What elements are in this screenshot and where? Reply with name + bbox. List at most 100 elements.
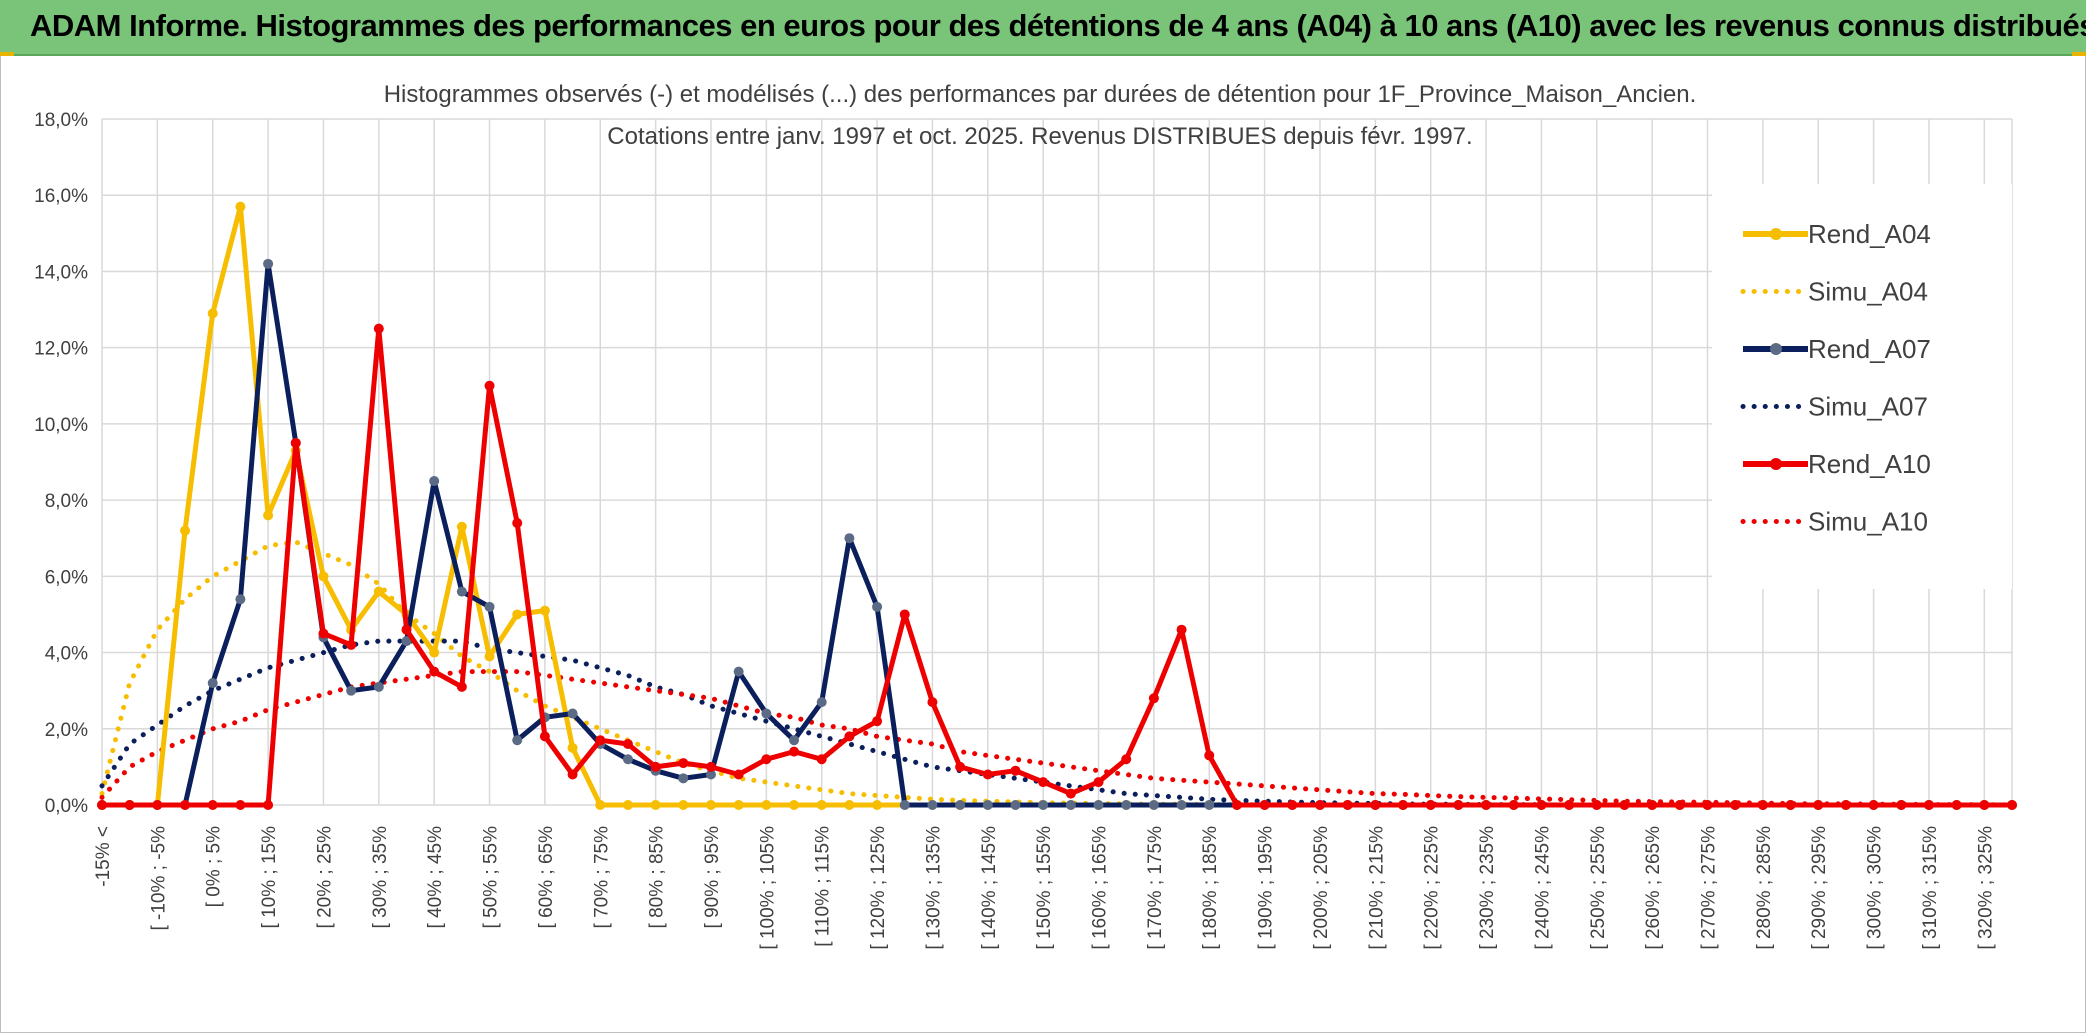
- series-rend_a10: [97, 323, 2017, 810]
- data-point: [263, 258, 274, 269]
- series-lines: [97, 201, 2017, 810]
- x-tick-label: [ 150% ; 155%: [1034, 826, 1055, 950]
- data-point: [1896, 800, 1907, 810]
- data-point: [1010, 765, 1021, 776]
- x-tick-label: [ 40% ; 45%: [425, 826, 446, 929]
- series-line: [99, 638, 2015, 808]
- x-tick-label: [ 300% ; 305%: [1865, 826, 1886, 950]
- data-point: [595, 735, 606, 746]
- y-tick-label: 18,0%: [34, 110, 88, 131]
- x-tick-label: [ 200% ; 205%: [1311, 826, 1332, 950]
- x-tick-label: [ 290% ; 295%: [1809, 826, 1830, 950]
- data-point: [705, 800, 716, 810]
- series-simu_a10: [99, 669, 2015, 808]
- legend-label: Rend_A04: [1808, 219, 1931, 249]
- data-point: [1785, 800, 1796, 810]
- data-point: [705, 761, 716, 772]
- x-tick-label: [ 240% ; 245%: [1532, 826, 1553, 950]
- histogram-chart: Histogrammes observés (-) et modélisés (…: [34, 81, 2017, 950]
- data-point: [927, 800, 938, 810]
- y-tick-label: 12,0%: [34, 339, 88, 360]
- data-point: [1868, 800, 1879, 810]
- gridlines: [101, 118, 2013, 806]
- data-point: [844, 533, 855, 544]
- legend-item: Simu_A04: [1740, 277, 1928, 307]
- data-point: [401, 636, 412, 647]
- legend-item: Simu_A07: [1740, 392, 1928, 422]
- data-point: [761, 800, 772, 810]
- x-tick-label: -15% <: [93, 826, 114, 887]
- data-point: [927, 697, 938, 708]
- data-point: [512, 517, 523, 528]
- legend-box: [1712, 184, 2012, 589]
- data-point: [2007, 800, 2017, 810]
- data-point: [1536, 800, 1547, 810]
- data-point: [955, 761, 966, 772]
- data-point: [982, 800, 993, 810]
- legend-item: Rend_A10: [1743, 449, 1931, 479]
- data-point: [1121, 754, 1132, 765]
- data-point: [346, 639, 357, 650]
- x-tick-label: [ 190% ; 195%: [1256, 826, 1277, 950]
- data-point: [1038, 800, 1049, 810]
- data-point: [346, 685, 357, 696]
- data-point: [539, 605, 550, 616]
- data-point: [1398, 800, 1409, 810]
- legend-marker: [1770, 343, 1782, 355]
- legend: Rend_A04 Simu_A04 Rend_A07 Simu_A07 Rend_A10…: [1740, 219, 1931, 537]
- data-point: [844, 800, 855, 810]
- legend-item: Simu_A10: [1740, 507, 1928, 537]
- data-point: [761, 754, 772, 765]
- data-point: [1951, 800, 1962, 810]
- data-point: [484, 601, 495, 612]
- legend-label: Simu_A07: [1808, 392, 1928, 422]
- y-tick-label: 4,0%: [45, 644, 88, 665]
- data-point: [872, 601, 883, 612]
- data-point: [899, 800, 910, 810]
- data-point: [595, 800, 606, 810]
- data-point: [1204, 750, 1215, 761]
- data-point: [539, 731, 550, 742]
- corner-accent-left: [0, 52, 14, 56]
- x-tick-label: [ 250% ; 255%: [1588, 826, 1609, 950]
- data-point: [872, 716, 883, 727]
- data-point: [512, 735, 523, 746]
- data-point: [1121, 800, 1132, 810]
- data-point: [789, 800, 800, 810]
- data-point: [456, 521, 467, 532]
- x-tick-label: [ 140% ; 145%: [979, 826, 1000, 950]
- data-point: [97, 800, 107, 810]
- data-point: [429, 666, 440, 677]
- data-point: [290, 437, 301, 448]
- data-point: [622, 800, 633, 810]
- data-point: [180, 525, 191, 536]
- data-point: [1148, 693, 1159, 704]
- data-point: [982, 769, 993, 780]
- series-simu_a07: [99, 638, 2015, 808]
- data-point: [1619, 800, 1630, 810]
- x-tick-label: [ 270% ; 275%: [1699, 826, 1720, 950]
- data-point: [1702, 800, 1713, 810]
- y-tick-label: 14,0%: [34, 262, 88, 283]
- data-point: [318, 628, 329, 639]
- series-line: [102, 326, 2012, 808]
- legend-label: Simu_A10: [1808, 507, 1928, 537]
- data-point: [1370, 800, 1381, 810]
- data-point: [816, 800, 827, 810]
- data-point: [1730, 800, 1741, 810]
- data-point: [207, 308, 218, 319]
- x-tick-label: [ 30% ; 35%: [370, 826, 391, 929]
- x-tick-label: [ 160% ; 165%: [1090, 826, 1111, 950]
- data-point: [1508, 800, 1519, 810]
- data-point: [816, 697, 827, 708]
- chart-title: Histogrammes observés (-) et modélisés (…: [384, 81, 1697, 108]
- x-tick-label: [ 310% ; 315%: [1920, 826, 1941, 950]
- data-point: [733, 666, 744, 677]
- data-point: [1259, 800, 1270, 810]
- data-point: [1674, 800, 1685, 810]
- data-point: [1840, 800, 1851, 810]
- data-point: [816, 754, 827, 765]
- x-tick-label: [ 20% ; 25%: [314, 826, 335, 929]
- data-point: [318, 571, 329, 582]
- y-tick-label: 2,0%: [45, 720, 88, 741]
